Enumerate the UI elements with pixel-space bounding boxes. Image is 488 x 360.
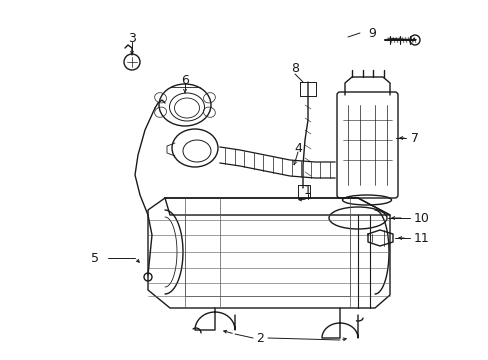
Text: 3: 3 — [128, 32, 136, 45]
Text: 4: 4 — [293, 141, 301, 154]
Text: 11: 11 — [413, 231, 429, 244]
Text: 7: 7 — [410, 131, 418, 144]
Text: 5: 5 — [91, 252, 99, 265]
Text: 2: 2 — [256, 332, 264, 345]
Text: 1: 1 — [304, 184, 311, 197]
Text: 6: 6 — [181, 73, 188, 86]
Text: 10: 10 — [413, 212, 429, 225]
Text: 8: 8 — [290, 62, 298, 75]
Text: 9: 9 — [367, 27, 375, 40]
